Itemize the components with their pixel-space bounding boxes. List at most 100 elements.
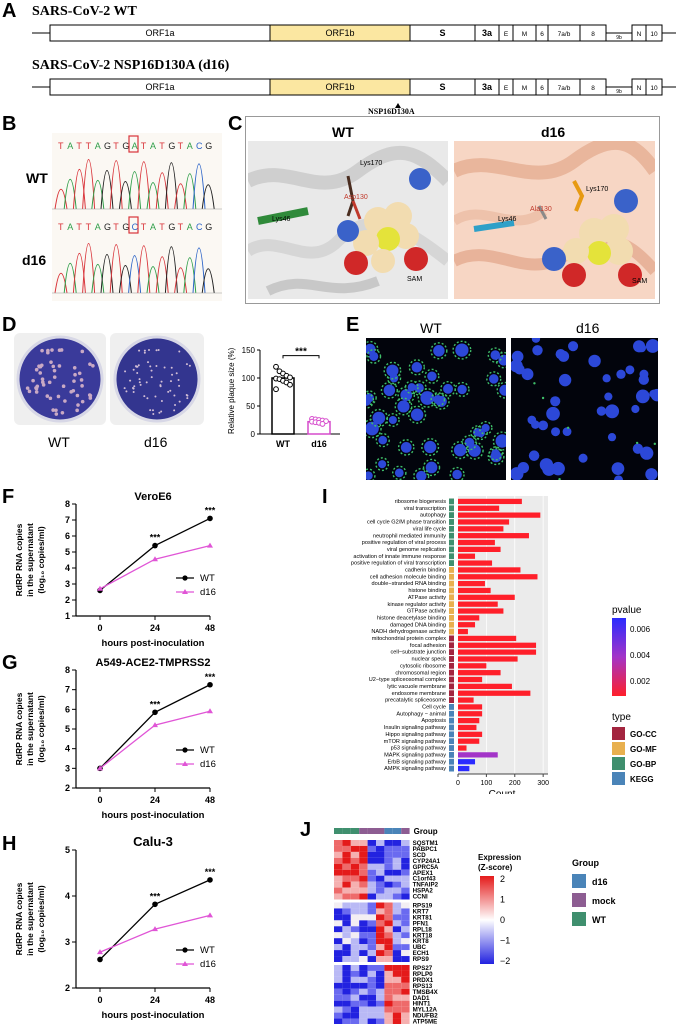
infected-cell-signal	[487, 448, 505, 466]
genome-segment-label: 8	[591, 31, 595, 38]
base-call: T	[141, 141, 147, 151]
heatmap-cell	[367, 926, 376, 933]
trace-peak	[100, 170, 114, 210]
base-call: G	[122, 141, 129, 151]
infected-cell-signal	[408, 405, 427, 424]
heatmap-cell	[392, 926, 402, 933]
enrichment-term-label: Hippo signaling pathway	[385, 732, 446, 738]
trace-peak	[91, 180, 105, 210]
trace-peak	[137, 245, 151, 294]
cell-nucleus	[455, 343, 469, 357]
plaque-spot	[158, 411, 161, 414]
growth-ytick-label: 1	[65, 611, 70, 621]
expression-heatmap: Group SQSTM1PABPC1SCDCYP24A1GPRC5AAPEX1C1…	[334, 827, 617, 1024]
heatmap-cell	[342, 994, 351, 1001]
heatmap-cell	[367, 887, 376, 894]
heatmap-cell	[384, 956, 393, 962]
heatmap-row-label: KRT18	[413, 932, 433, 939]
genome-segment-label: 9b	[616, 35, 622, 41]
plaque-spot	[139, 383, 142, 386]
heatmap-row-label: ECH1	[413, 950, 430, 957]
heatmap-cell	[384, 1018, 393, 1024]
heatmap-cell	[401, 1006, 410, 1013]
heatmap-cell	[359, 956, 368, 962]
enrichment-term-label: focal adhesion	[410, 643, 446, 649]
enrichment-type-marker	[449, 676, 454, 683]
heatmap-cell	[334, 857, 343, 864]
infected-cell-signal	[421, 437, 440, 457]
plaque-point	[319, 421, 326, 427]
heatmap-cell	[376, 857, 385, 864]
heatmap-cell	[359, 881, 368, 888]
growth-xtick-label: 0	[97, 623, 102, 633]
growth-ytick-label: 8	[65, 665, 70, 675]
plaque-spot	[174, 404, 177, 407]
plaque-spot	[47, 380, 52, 385]
growth-point-wt	[152, 709, 158, 716]
growth-title: VeroE6	[134, 491, 171, 503]
heatmap-cell	[359, 965, 368, 971]
panel-label-i: I	[322, 486, 328, 508]
infected-cell-signal	[366, 418, 382, 439]
d16-mutation-box	[128, 216, 139, 234]
heatmap-cell	[376, 932, 385, 939]
enrichment-type-marker	[449, 614, 454, 621]
heatmap-cell	[376, 926, 385, 933]
plaque-ytick-label: 100	[242, 374, 256, 383]
panel-label-a: A	[2, 0, 17, 22]
enrichment-bar	[458, 752, 498, 758]
heatmap-cell	[359, 893, 368, 900]
heatmap-cell	[376, 1000, 385, 1007]
expression-tick-label: 0	[500, 915, 505, 925]
group-legend-title: Group	[572, 858, 599, 868]
enrichment-bar	[458, 683, 512, 689]
cell-nucleus	[521, 368, 534, 381]
heatmap-cell	[384, 887, 393, 894]
growth-ylabel-3: (log₁₀ copies/ml)	[36, 885, 46, 952]
heatmap-cell	[334, 840, 343, 846]
heatmap-cell	[384, 982, 393, 989]
enrichment-bar	[458, 670, 501, 676]
heatmap-cell	[350, 914, 360, 921]
heatmap-cell	[384, 851, 393, 858]
plaque-spot	[31, 378, 35, 383]
enrichment-type-marker	[449, 724, 454, 731]
heatmap-cell	[367, 970, 376, 977]
plaque-spot	[143, 395, 146, 398]
genome-wt-title: SARS-CoV-2 WT	[32, 4, 137, 19]
heatmap-cell	[350, 845, 360, 852]
plaque-spot	[88, 396, 93, 400]
genome-segment-label: 10	[650, 31, 658, 38]
heatmap-cell	[401, 950, 410, 957]
heatmap-cell	[401, 881, 410, 888]
type-legend-title: type	[612, 712, 631, 723]
infected-cell-signal	[422, 458, 441, 477]
enrichment-term-label: endosome membrane	[392, 691, 446, 697]
heatmap-cell	[334, 851, 343, 858]
infected-cell-signal	[430, 342, 448, 360]
enrichment-bar	[458, 608, 504, 614]
enrichment-bar	[458, 526, 504, 532]
genome-segment-label: 8	[591, 85, 595, 92]
heatmap-cell	[342, 1000, 351, 1007]
cell-nucleus	[407, 383, 416, 392]
trace-peak	[183, 257, 197, 294]
cell-nucleus	[410, 408, 424, 421]
expression-legend-title: Expression	[478, 853, 521, 862]
heatmap-cell	[359, 982, 368, 989]
heatmap-cell	[334, 1018, 343, 1024]
heatmap-cell	[401, 926, 410, 933]
trace-peak	[155, 256, 169, 294]
heatmap-row-label: PFN1	[413, 920, 429, 927]
enrichment-type-marker	[449, 628, 454, 635]
plaque-spot	[149, 409, 152, 412]
growth-xtick-label: 48	[205, 623, 215, 633]
heatmap-cell	[342, 965, 351, 971]
base-call: C	[196, 222, 203, 232]
sanger-wt-label: WT	[26, 170, 48, 186]
heatmap-cell	[384, 908, 393, 915]
ifa-wt-label: WT	[420, 320, 442, 336]
growth-significance: ***	[205, 867, 216, 877]
pvalue-legend-title: pvalue	[612, 605, 642, 616]
trace-peak	[109, 244, 123, 294]
